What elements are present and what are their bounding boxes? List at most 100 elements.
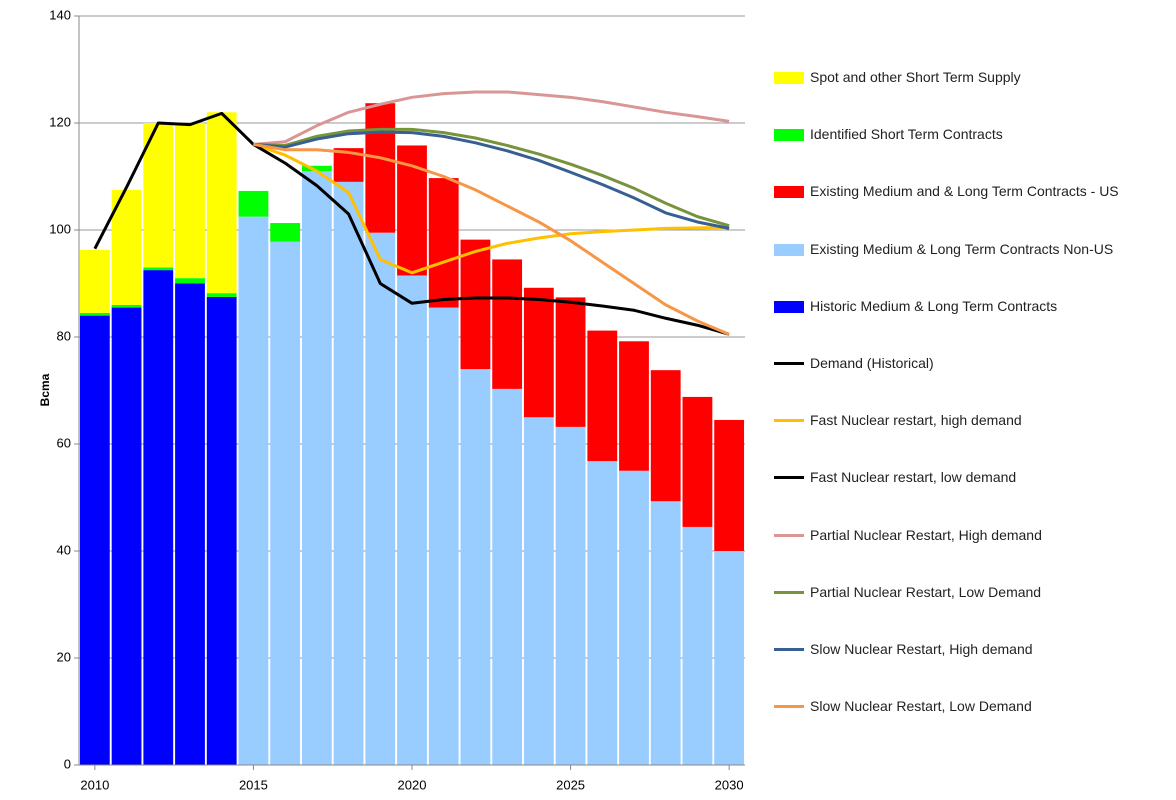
legend-item: Partial Nuclear Restart, High demand xyxy=(774,525,1170,546)
legend-swatch xyxy=(774,186,804,199)
bar-segment xyxy=(460,239,491,370)
legend-item: Partial Nuclear Restart, Low Demand xyxy=(774,582,1170,603)
legend-swatch xyxy=(774,590,804,594)
legend-label: Spot and other Short Term Supply xyxy=(810,69,1021,85)
bar-segment xyxy=(619,341,649,471)
legend-item: Historic Medium & Long Term Contracts xyxy=(774,296,1170,317)
line xyxy=(93,111,255,250)
bar-segment xyxy=(143,267,174,271)
bar-segment xyxy=(428,178,459,308)
legend-swatch xyxy=(774,72,804,84)
bar-segment xyxy=(143,270,174,765)
bar-segment xyxy=(238,190,269,217)
bar-segment xyxy=(79,249,110,313)
bar-segment xyxy=(587,330,618,462)
bar-segment xyxy=(270,223,301,242)
bar-segment xyxy=(365,232,396,766)
legend-label: Demand (Historical) xyxy=(810,355,934,371)
bar-segment xyxy=(79,315,110,765)
bar-segment xyxy=(175,278,205,284)
x-tick-label: 2030 xyxy=(715,777,744,792)
legend-label: Partial Nuclear Restart, High demand xyxy=(810,526,1042,543)
line xyxy=(252,142,730,275)
bar-segment xyxy=(111,304,142,308)
legend-swatch xyxy=(774,533,804,537)
y-tick-label: 80 xyxy=(57,328,71,343)
y-tick-label: 60 xyxy=(57,435,71,450)
bar-segment xyxy=(650,370,681,502)
bar-segment xyxy=(714,419,745,551)
bar-segment xyxy=(523,287,554,418)
bar-segment xyxy=(587,461,618,765)
y-tick-label: 100 xyxy=(49,221,71,236)
bar-segment xyxy=(206,293,237,297)
legend-label: Existing Medium & Long Term Contracts No… xyxy=(810,240,1114,257)
legend-swatch xyxy=(774,362,804,365)
bar-segment xyxy=(523,417,554,765)
bar-segment xyxy=(79,312,110,316)
x-tick-label: 2025 xyxy=(556,777,585,792)
bar-segment xyxy=(555,297,586,427)
legend-item: Slow Nuclear Restart, Low Demand xyxy=(774,696,1170,717)
legend-swatch xyxy=(774,648,804,651)
bar-segment xyxy=(143,123,174,268)
legend-swatch xyxy=(774,243,804,256)
bar-segment xyxy=(301,171,332,765)
bar-segment xyxy=(175,123,205,279)
legend-label: Fast Nuclear restart, low demand xyxy=(810,469,1017,486)
x-tick-label: 2020 xyxy=(398,777,427,792)
line xyxy=(253,142,730,336)
legend-item: Slow Nuclear Restart, High demand xyxy=(774,639,1170,660)
bar-segment xyxy=(206,112,237,294)
legend-label: Historic Medium & Long Term Contracts xyxy=(810,297,1058,314)
y-tick-label: 20 xyxy=(57,649,71,664)
y-tick-label: 120 xyxy=(49,114,71,129)
legend-item: Demand (Historical) xyxy=(774,353,1170,374)
legend-item: Spot and other Short Term Supply xyxy=(774,67,1170,88)
line xyxy=(252,143,730,336)
bar-segment xyxy=(206,296,237,765)
bar-segment xyxy=(175,283,205,765)
y-tick-label: 0 xyxy=(64,756,71,771)
bar-segment xyxy=(270,241,301,765)
y-axis-label: Bcma xyxy=(38,373,52,406)
legend-label: Partial Nuclear Restart, Low Demand xyxy=(810,583,1042,600)
bar-segment xyxy=(397,275,427,765)
legend-label: Slow Nuclear Restart, Low Demand xyxy=(810,698,1032,715)
line xyxy=(253,90,730,146)
legend-label: Fast Nuclear restart, high demand xyxy=(810,412,1022,429)
y-tick-label: 40 xyxy=(57,542,71,557)
legend-item: Identified Short Term Contracts xyxy=(774,124,1170,145)
bar-segment xyxy=(682,396,713,527)
bar-segment xyxy=(682,526,713,765)
legend-swatch xyxy=(774,476,804,480)
legend-swatch xyxy=(774,419,804,423)
x-tick-label: 2015 xyxy=(239,777,268,792)
bar-segment xyxy=(111,307,142,765)
bar-segment xyxy=(333,181,364,766)
legend: Spot and other Short Term Supply Identifi… xyxy=(774,0,1174,800)
line xyxy=(253,130,730,230)
bar-segment xyxy=(428,307,459,765)
legend-label: Existing Medium and & Long Term Contract… xyxy=(810,183,1119,200)
bar-segment xyxy=(714,551,745,765)
y-tick-label: 140 xyxy=(49,7,71,22)
legend-swatch xyxy=(774,705,804,709)
bar-segment xyxy=(301,165,332,172)
bar-segment xyxy=(365,103,396,233)
legend-item: Existing Medium & Long Term Contracts No… xyxy=(774,239,1170,260)
legend-item: Fast Nuclear restart, high demand xyxy=(774,410,1170,431)
x-tick-label: 2010 xyxy=(80,777,109,792)
bar-segment xyxy=(492,259,523,389)
bar-segment xyxy=(619,470,649,765)
legend-swatch xyxy=(774,300,804,313)
legend-label: Identified Short Term Contracts xyxy=(810,126,1003,143)
line xyxy=(253,127,730,228)
legend-item: Existing Medium and & Long Term Contract… xyxy=(774,181,1170,202)
bar-segment xyxy=(650,501,681,765)
legend-label: Slow Nuclear Restart, High demand xyxy=(810,641,1033,657)
bar-segment xyxy=(492,388,523,765)
bar-segment xyxy=(238,216,269,765)
